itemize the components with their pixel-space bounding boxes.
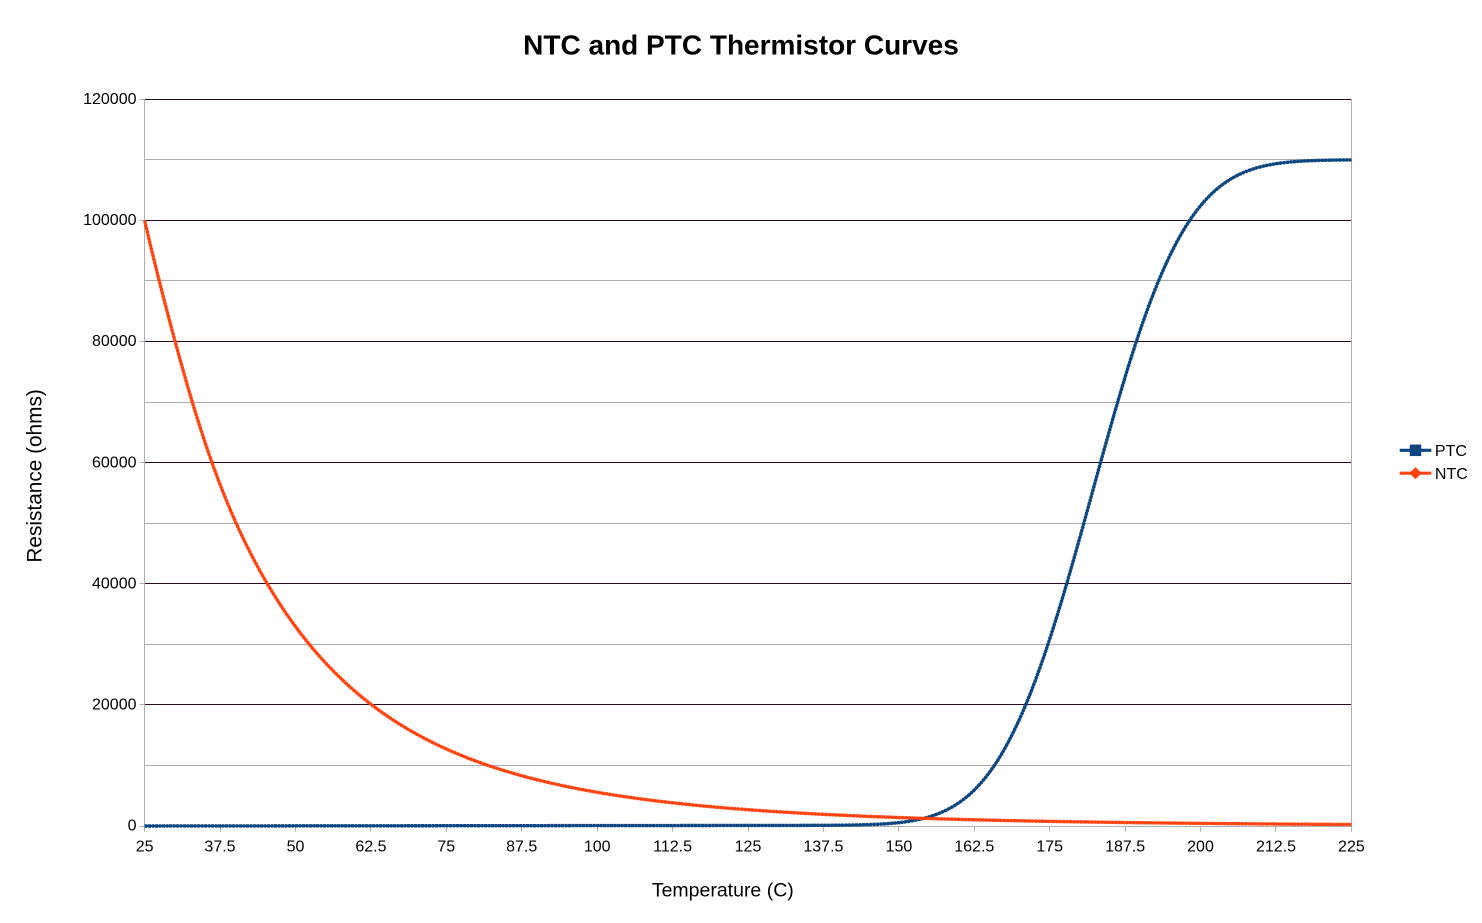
svg-text:0: 0 [128,818,137,835]
svg-text:NTC and PTC Thermistor Curves: NTC and PTC Thermistor Curves [523,30,959,61]
svg-text:37.5: 37.5 [204,838,235,855]
svg-text:120000: 120000 [83,91,136,108]
svg-text:60000: 60000 [92,454,137,471]
svg-text:112.5: 112.5 [653,838,692,855]
svg-text:80000: 80000 [92,333,137,350]
svg-text:175: 175 [1036,838,1063,855]
svg-text:137.5: 137.5 [803,838,843,855]
svg-text:40000: 40000 [92,575,137,592]
svg-text:212.5: 212.5 [1256,838,1296,855]
svg-text:100: 100 [584,838,611,855]
svg-text:225: 225 [1338,838,1365,855]
svg-text:Temperature (C): Temperature (C) [652,880,794,902]
svg-text:Resistance (ohms): Resistance (ohms) [24,389,47,562]
svg-text:87.5: 87.5 [506,838,537,855]
svg-text:125: 125 [735,838,762,855]
svg-text:62.5: 62.5 [355,838,386,855]
svg-text:200: 200 [1187,838,1214,855]
svg-text:PTC: PTC [1435,443,1467,460]
svg-text:100000: 100000 [83,212,136,229]
svg-text:75: 75 [437,838,455,855]
svg-text:150: 150 [886,838,913,855]
svg-text:20000: 20000 [92,697,137,714]
svg-text:50: 50 [287,838,305,855]
svg-text:162.5: 162.5 [954,838,994,855]
svg-text:25: 25 [136,838,154,855]
svg-text:NTC: NTC [1435,466,1468,483]
svg-text:187.5: 187.5 [1105,838,1145,855]
